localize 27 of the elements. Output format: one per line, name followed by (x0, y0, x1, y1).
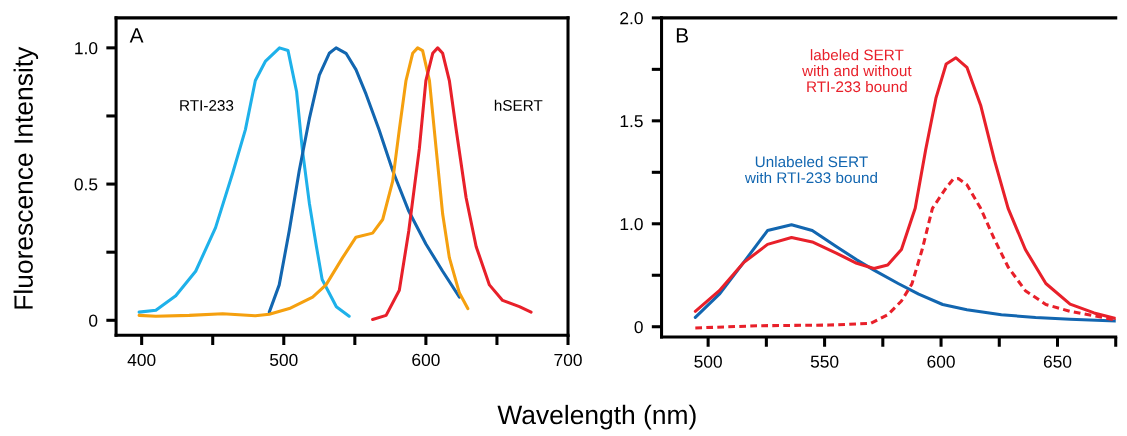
annotation: B (676, 28, 688, 43)
x-tick-label: 650 (1043, 355, 1072, 368)
x-tick-label: 500 (694, 355, 722, 368)
line-series (137, 46, 470, 318)
y-tick-label: 1.0 (620, 217, 643, 231)
line-series (267, 46, 461, 314)
text: hSERT (494, 99, 543, 111)
series-label: RTI-233 (180, 100, 234, 111)
x-tick-label: 700 (554, 353, 582, 367)
y-axis-title: Fluorescence Intensity (13, 46, 39, 309)
x-tick-label: 600 (927, 355, 955, 368)
y-tick-label: 0 (634, 320, 643, 334)
annotation: A (129, 28, 144, 43)
y-tick-label: 0 (89, 314, 98, 327)
line-series (137, 46, 351, 318)
y-tick-label: 0.5 (74, 178, 98, 191)
x-tick-label: 500 (269, 353, 298, 367)
x-tick-label: 550 (810, 355, 839, 368)
x-tick-label: 400 (127, 353, 156, 367)
x-axis-title: Wavelength (nm) (497, 404, 696, 430)
y-tick-label: 2.0 (620, 12, 643, 25)
line-series (693, 223, 1116, 323)
text: Unlabeled SERT with RTI-233 bound (744, 156, 877, 184)
y-tick-label: 1.5 (620, 115, 643, 128)
series-label: labeled SERT with and without RTI-233 bound (802, 49, 912, 93)
y-tick-label: 1.0 (75, 42, 98, 55)
x-tick-label: 600 (412, 353, 440, 367)
